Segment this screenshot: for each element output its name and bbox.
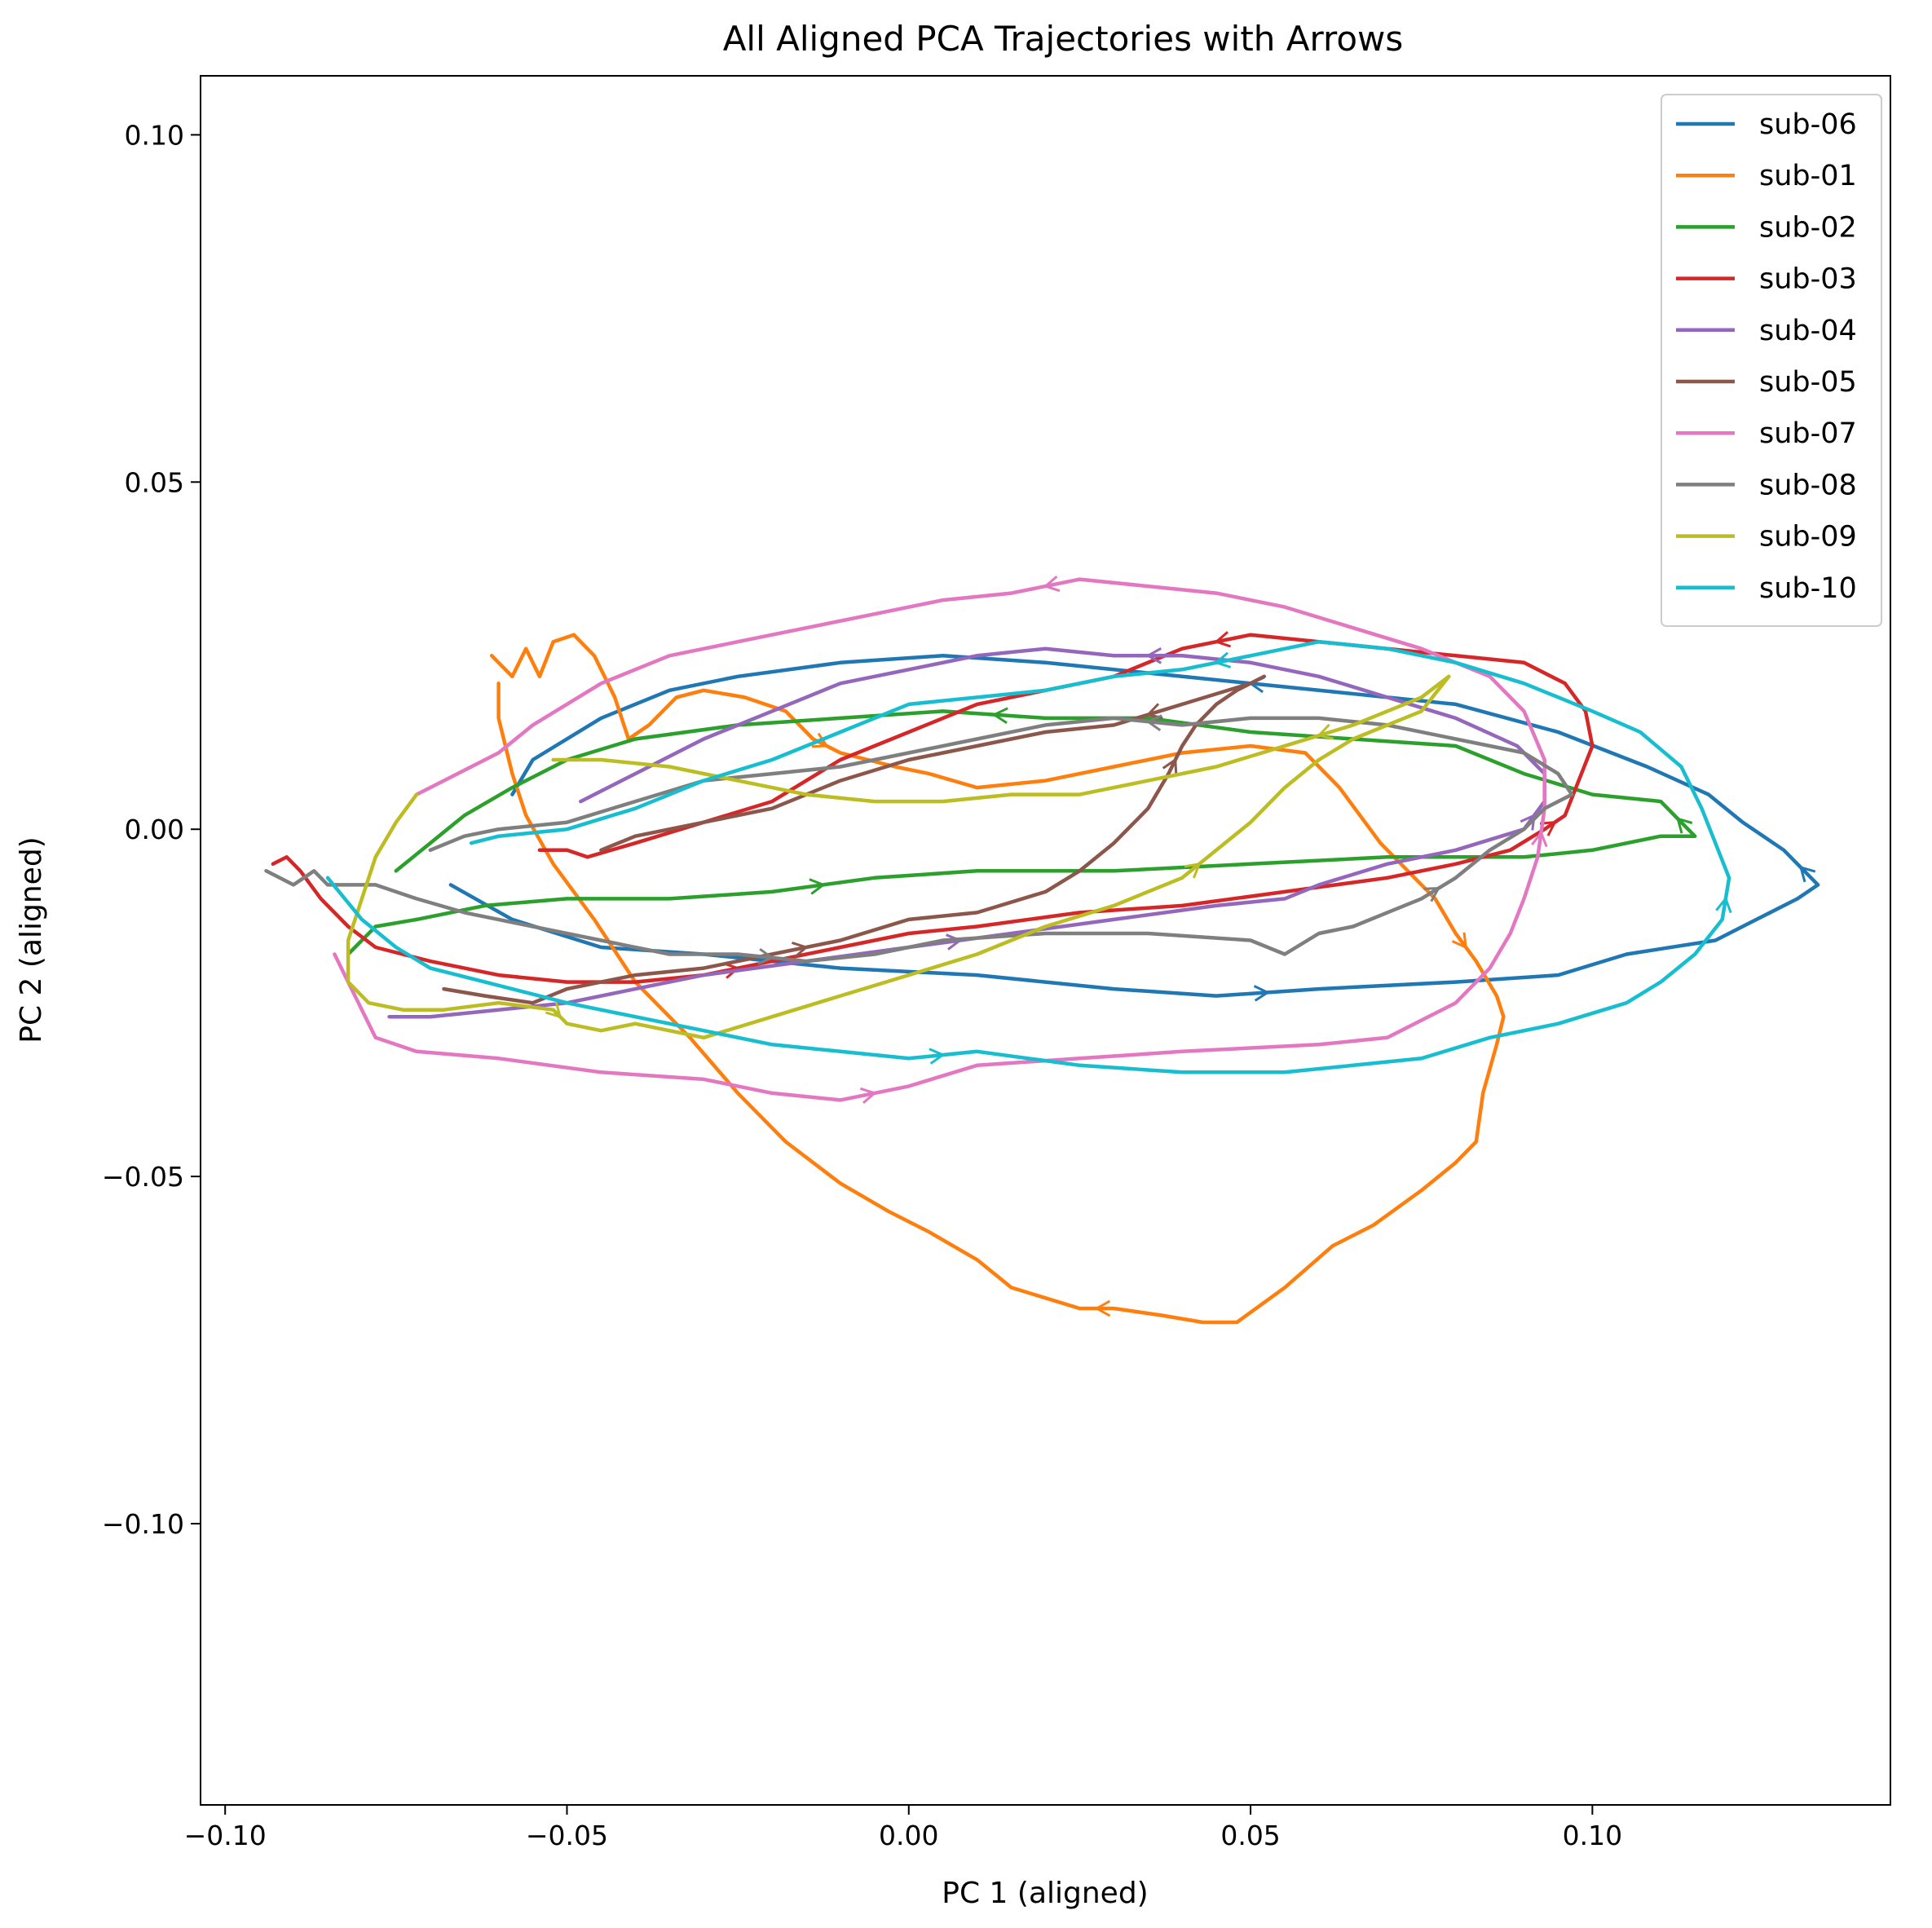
series-arrow-sub-07: [1043, 575, 1061, 593]
series-arrow-sub-05: [792, 941, 809, 959]
series-arrow-sub-07: [859, 1087, 877, 1105]
series-arrow-sub-09: [1316, 723, 1334, 740]
x-tick-label: 0.10: [1563, 1820, 1622, 1851]
x-tick-label: 0.05: [1220, 1820, 1280, 1851]
series-arrow-sub-05: [1162, 757, 1178, 775]
series-arrow-sub-07: [1531, 830, 1548, 848]
series-arrow-sub-09: [545, 1002, 562, 1019]
legend-label: sub-07: [1759, 417, 1857, 450]
legend-label: sub-09: [1759, 521, 1857, 554]
legend-label: sub-05: [1759, 366, 1857, 399]
series-arrow-sub-02: [991, 707, 1008, 724]
legend-label: sub-08: [1759, 469, 1857, 501]
legend: sub-06 sub-01 sub-02 sub-03 sub-04 sub-05 sub-…: [1661, 94, 1882, 627]
x-tick-label: −0.05: [526, 1820, 608, 1851]
series-line-sub-08: [264, 716, 1574, 964]
series-layer: [264, 575, 1820, 1325]
y-tick-label: 0.05: [125, 466, 184, 498]
y-tick-label: −0.05: [102, 1161, 184, 1193]
y-tick-label: 0.10: [125, 119, 184, 151]
legend-label: sub-02: [1759, 211, 1857, 244]
series-arrow-sub-09: [1184, 862, 1202, 879]
series-arrow-sub-10: [1715, 896, 1732, 914]
series-arrow-sub-02: [809, 878, 827, 895]
series-arrow-sub-03: [1214, 631, 1232, 648]
plot-frame: [200, 75, 1891, 1806]
series-arrow-sub-10: [1214, 651, 1232, 668]
series-arrow-sub-08: [1423, 886, 1441, 902]
series-arrow-sub-03: [1539, 820, 1557, 836]
legend-label: sub-01: [1759, 160, 1857, 192]
chart-title: All Aligned PCA Trajectories with Arrows: [723, 19, 1404, 59]
y-tick-label: 0.00: [125, 814, 184, 845]
series-line-sub-01: [489, 633, 1506, 1325]
series-arrow-sub-10: [929, 1048, 946, 1065]
series-arrow-sub-01: [811, 732, 829, 748]
x-tick-label: 0.00: [879, 1820, 938, 1851]
axes-layer: −0.10 −0.05 0.00 0.05 0.10 0.10 0.05 0.00 −0.05 −…: [102, 119, 1622, 1851]
x-axis-label: PC 1 (aligned): [942, 1877, 1148, 1910]
series-arrow-sub-08: [757, 947, 775, 965]
series-arrow-sub-02: [1676, 817, 1693, 834]
legend-label: sub-04: [1759, 315, 1857, 347]
x-tick-label: −0.10: [184, 1820, 267, 1851]
series-arrow-sub-06: [1253, 985, 1271, 1002]
y-axis-label: PC 2 (aligned): [15, 836, 48, 1043]
series-arrow-sub-01: [1451, 932, 1468, 950]
y-tick-label: −0.10: [102, 1508, 184, 1540]
series-arrow-sub-04: [1145, 646, 1162, 664]
series-arrow-sub-03: [723, 962, 741, 979]
legend-label: sub-03: [1759, 263, 1857, 296]
series-arrow-sub-04: [1520, 813, 1536, 831]
legend-label: sub-06: [1759, 108, 1857, 141]
series-arrow-sub-01: [1094, 1299, 1111, 1317]
series-arrow-sub-06: [1798, 865, 1816, 883]
legend-label: sub-10: [1759, 572, 1857, 605]
series-arrow-sub-08: [1145, 714, 1162, 732]
